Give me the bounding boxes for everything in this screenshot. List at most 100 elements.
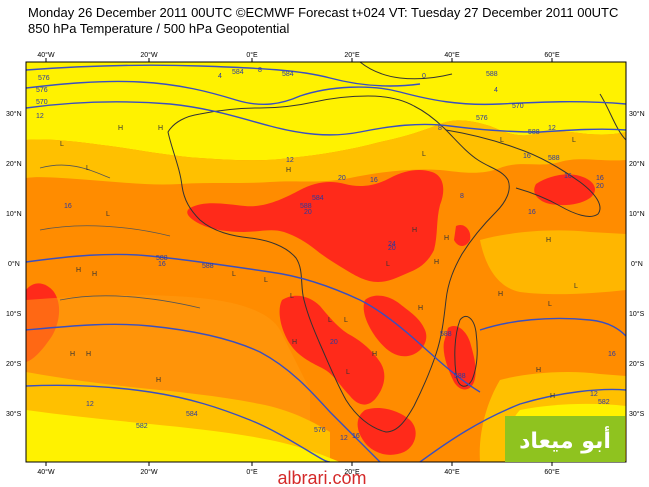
pressure-mark: L	[264, 277, 268, 284]
map-border	[25, 61, 627, 463]
pressure-mark: L	[386, 261, 390, 268]
contour-576-north	[26, 64, 421, 87]
contour-label: 4	[218, 73, 222, 80]
pressure-mark: H	[412, 227, 417, 234]
right-lat-label: 30°N	[629, 110, 645, 118]
contour-label: 20	[338, 175, 346, 182]
bottom-lon-label: 0°E	[246, 468, 258, 476]
temp-east-light-orange	[480, 230, 626, 295]
pressure-mark: H	[118, 125, 123, 132]
contour-label: 588	[440, 331, 452, 338]
temp-south-yellow	[26, 410, 340, 462]
mediterranean-outline	[359, 62, 453, 80]
top-lon-label: 20°W	[140, 51, 158, 59]
pressure-mark: L	[346, 369, 350, 376]
pressure-mark: H	[546, 237, 551, 244]
pressure-mark: L	[422, 151, 426, 158]
pressure-mark: L	[572, 137, 576, 144]
map-header: Monday 26 December 2011 00UTC ©ECMWF For…	[28, 5, 618, 37]
contour-label: 12	[86, 401, 94, 408]
contour-588-east	[479, 317, 626, 337]
pressure-mark: H	[372, 351, 377, 358]
contour-label: 570	[512, 103, 524, 110]
top-lon-label: 20°E	[344, 51, 360, 59]
left-lat-label: 20°S	[6, 360, 22, 368]
contour-label: 20	[330, 339, 338, 346]
contour-label: 4	[494, 87, 498, 94]
contour-label: 16	[564, 173, 572, 180]
pressure-mark: L	[290, 293, 294, 300]
contour-label: 12	[548, 125, 556, 132]
madagascar-outline	[454, 316, 478, 387]
geopotential-contours	[26, 64, 626, 462]
temp-red-south-tip	[357, 408, 416, 455]
contour-label: 576	[38, 75, 50, 82]
contour-label: 584	[312, 195, 324, 202]
contour-label: 16	[370, 177, 378, 184]
bottom-lon-label: 20°W	[140, 468, 158, 476]
pressure-mark: H	[444, 235, 449, 242]
contour-label: 12	[340, 435, 348, 442]
contour-label: 582	[136, 423, 148, 430]
contour-582-southeast	[419, 388, 626, 462]
contour-label: 576	[314, 427, 326, 434]
temperature-isolines	[39, 164, 201, 309]
contour-label: 16	[608, 351, 616, 358]
brand-arabic-text: أبو ميعاد	[519, 425, 611, 454]
frame-ticks	[45, 58, 553, 466]
pressure-mark: H	[286, 167, 291, 174]
pressure-mark: H	[434, 259, 439, 266]
contour-label: 12	[286, 157, 294, 164]
contour-label: 588	[486, 71, 498, 78]
contour-label: 12	[590, 391, 598, 398]
pressure-mark: L	[328, 317, 332, 324]
contour-label: 16	[64, 203, 72, 210]
pressure-mark: H	[498, 291, 503, 298]
pressure-mark: L	[344, 317, 348, 324]
pressure-mark: L	[232, 271, 236, 278]
contour-label: 588	[156, 255, 168, 262]
pressure-mark: H	[550, 393, 555, 400]
contour-label: 576	[476, 115, 488, 122]
contour-label: 584	[186, 411, 198, 418]
bottom-lon-label: 40°E	[444, 468, 460, 476]
contour-label: 20	[596, 183, 604, 190]
contour-label: 24	[388, 241, 396, 248]
isoline-2	[39, 225, 171, 237]
contour-label: 588	[454, 373, 466, 380]
contour-label: 8	[258, 67, 262, 74]
contour-label: 16	[528, 209, 536, 216]
bottom-lon-label: 40°W	[37, 468, 55, 476]
pressure-mark: H	[292, 339, 297, 346]
contour-label: 0	[422, 73, 426, 80]
contour-label: 588	[300, 203, 312, 210]
contour-584-south	[26, 323, 381, 462]
bottom-lon-label: 60°E	[544, 468, 560, 476]
contour-label: 588	[548, 155, 560, 162]
top-lon-label: 60°E	[544, 51, 560, 59]
left-lat-label: 30°N	[6, 110, 22, 118]
left-lat-label: 0°N	[8, 260, 20, 268]
top-lon-label: 0°E	[246, 51, 258, 59]
contour-588-north	[26, 101, 626, 136]
brand-block	[505, 416, 625, 462]
contour-label: 588	[202, 263, 214, 270]
pressure-mark: L	[86, 165, 90, 172]
contour-582-south	[26, 384, 331, 462]
contour-label: 16	[158, 261, 166, 268]
right-lat-label: 30°S	[629, 410, 645, 418]
contour-label: 20	[388, 245, 396, 252]
asia-outline	[599, 93, 626, 141]
pressure-mark: L	[500, 137, 504, 144]
temp-red-small	[454, 224, 471, 246]
right-lat-label: 0°N	[631, 260, 643, 268]
contour-label: 12	[36, 113, 44, 120]
contour-label: 582	[598, 399, 610, 406]
pressure-mark: H	[536, 367, 541, 374]
pressure-mark: L	[548, 301, 552, 308]
pressure-mark: H	[70, 351, 75, 358]
left-lat-label: 10°S	[6, 310, 22, 318]
right-lat-label: 20°S	[629, 360, 645, 368]
isoline-3	[59, 295, 201, 309]
